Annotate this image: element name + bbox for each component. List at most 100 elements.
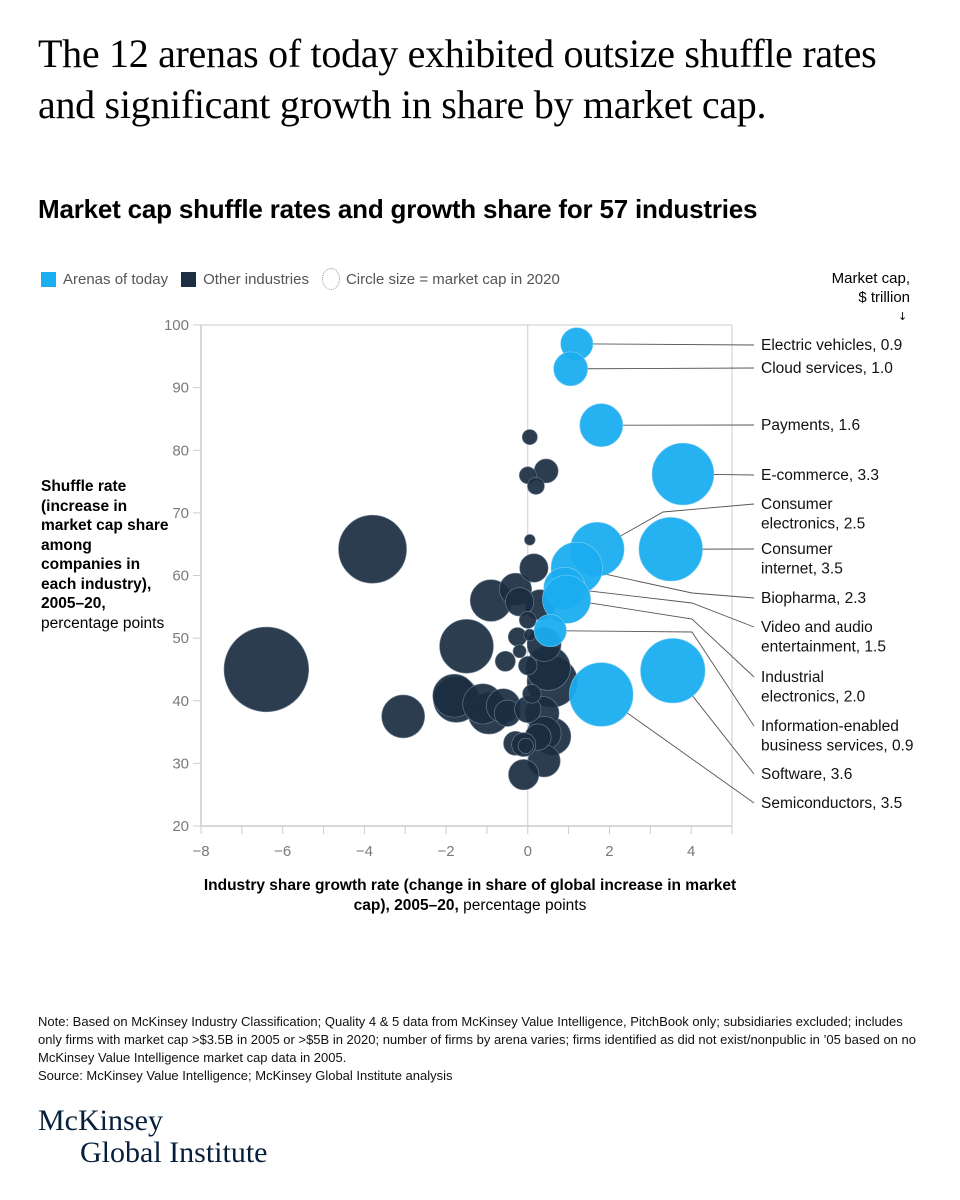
- bubble-other-industry: [439, 619, 494, 674]
- bubble-arena: [640, 638, 706, 704]
- annotation-label-line: Industrial: [761, 669, 824, 686]
- bubble-other-industry: [512, 644, 527, 659]
- legend-swatch-others: [181, 271, 197, 287]
- annotation-label-line: Consumer: [761, 541, 833, 558]
- mckinsey-logo: McKinsey Global Institute: [38, 1105, 267, 1169]
- annotation-label: Consumer electronics, 2.5: [761, 496, 865, 533]
- leader-line: [601, 572, 755, 599]
- annotation-label-line: Software, 3.6: [761, 766, 852, 783]
- leader-line: [587, 367, 755, 370]
- annotation-label-line: Information-enabled: [761, 718, 899, 735]
- annotation-label: E-commerce, 3.3: [761, 467, 879, 484]
- annotation-label-line: E-commerce, 3.3: [761, 467, 879, 484]
- axes: 20 30 40 50 60 70 80 90 100 −8 −6 −4 −2 0 2 4: [164, 317, 733, 860]
- legend-label-others: Other industries: [203, 270, 309, 288]
- legend-item-size: Circle size = market cap in 2020: [321, 268, 560, 290]
- bubble-arena: [542, 574, 591, 624]
- y-tick-label: 100: [164, 317, 189, 334]
- x-tick-label: 0: [524, 843, 532, 860]
- y-tick-label: 90: [172, 380, 189, 397]
- bubble-other-industry: [381, 694, 425, 739]
- dotted-circle-icon: [321, 268, 340, 290]
- x-tick-label: −8: [192, 843, 209, 860]
- annotation-label-line: Cloud services, 1.0: [761, 360, 893, 377]
- legend-item-others: Other industries: [181, 271, 309, 288]
- annotation-label-line: Semiconductors, 3.5: [761, 795, 902, 812]
- y-axis-label-bold: Shuffle rate (increase in market cap sha…: [41, 478, 169, 612]
- x-axis-label-bold: Industry share growth rate (change in sh…: [203, 877, 737, 914]
- x-axis-label-unit: percentage points: [463, 896, 587, 914]
- annotation-label-line: internet, 3.5: [761, 561, 843, 578]
- bubble-arena: [579, 403, 624, 448]
- legend-swatch-arenas: [41, 271, 56, 287]
- annotation-label: Payments, 1.6: [761, 417, 860, 434]
- bubble-arena: [651, 442, 715, 506]
- leader-line: [626, 712, 755, 804]
- bubble-other-industry: [494, 650, 516, 672]
- annotation-label: Software, 3.6: [761, 766, 852, 783]
- annotation-label: Video and audio entertainment, 1.5: [761, 619, 886, 656]
- y-tick-label: 30: [172, 755, 189, 772]
- annotation-labels: Electric vehicles, 0.9 Cloud services, 1.…: [761, 337, 914, 812]
- legend-label-arenas: Arenas of today: [63, 270, 169, 288]
- y-tick-label: 70: [172, 505, 189, 522]
- leader-line: [566, 630, 755, 727]
- arrow-down-icon: ↓: [898, 310, 908, 323]
- bubble-arena: [638, 517, 703, 582]
- leader-line: [691, 695, 755, 775]
- bubble-other-industry: [505, 587, 535, 617]
- logo-line1: McKinsey: [38, 1104, 163, 1137]
- y-tick-label: 60: [172, 568, 189, 585]
- x-tick-label: −2: [438, 843, 455, 860]
- bubble-chart: 20 30 40 50 60 70 80 90 100 −8 −6 −4 −2 0 2 4 Electric …: [164, 317, 914, 860]
- annotation-label: Information-enabled business services, 0.…: [761, 718, 914, 755]
- annotation-label-line: Consumer: [761, 496, 833, 513]
- x-tick-label: −6: [274, 843, 291, 860]
- annotation-label: Semiconductors, 3.5: [761, 795, 902, 812]
- bubble-other-industry: [518, 656, 538, 676]
- bubble-other-industry: [518, 611, 537, 629]
- y-tick-label: 20: [172, 818, 189, 835]
- bubble-arena: [553, 351, 588, 387]
- legend-item-arenas: Arenas of today: [41, 271, 168, 288]
- bubble-other-industry: [517, 737, 534, 754]
- market-cap-header-line1: Market cap,: [831, 270, 910, 287]
- leader-line: [592, 343, 755, 346]
- annotation-label: Industrial electronics, 2.0: [761, 669, 866, 706]
- bubbles-other-industries: [223, 429, 578, 791]
- y-axis-label-unit: percentage points: [41, 614, 165, 632]
- bubble-other-industry: [508, 759, 540, 791]
- bubble-other-industry: [519, 553, 549, 583]
- y-tick-label: 80: [172, 442, 189, 459]
- bubble-arena: [569, 662, 634, 727]
- logo-line2: Global Institute: [80, 1136, 268, 1169]
- bubble-other-industry: [521, 429, 538, 446]
- annotation-label: Consumer internet, 3.5: [761, 541, 843, 578]
- chart-title: Market cap shuffle rates and growth shar…: [38, 194, 758, 224]
- bubble-other-industry: [524, 534, 536, 546]
- market-cap-header: Market cap, $ trillion: [832, 269, 910, 307]
- y-tick-label: 50: [172, 630, 189, 647]
- footnote: Note: Based on McKinsey Industry Classif…: [38, 1013, 928, 1085]
- y-tick-label: 40: [172, 693, 189, 710]
- headline: The 12 arenas of today exhibited outsize…: [38, 31, 877, 127]
- bubble-other-industry: [527, 477, 545, 495]
- annotation-label-line: electronics, 2.0: [761, 689, 866, 706]
- annotation-label-line: entertainment, 1.5: [761, 639, 886, 656]
- annotation-label-line: Biopharma, 2.3: [761, 590, 866, 607]
- leader-line: [584, 589, 755, 628]
- leader-line: [619, 503, 755, 537]
- annotation-label: Cloud services, 1.0: [761, 360, 893, 377]
- annotation-label-line: Electric vehicles, 0.9: [761, 337, 902, 354]
- bubble-arena: [533, 614, 567, 648]
- x-tick-label: 2: [605, 843, 613, 860]
- note-text: Note: Based on McKinsey Industry Classif…: [38, 1014, 916, 1065]
- annotation-label: Electric vehicles, 0.9: [761, 337, 902, 354]
- bubble-other-industry: [338, 514, 407, 584]
- x-axis-label: Industry share growth rate (change in sh…: [200, 876, 740, 915]
- leader-line: [589, 602, 755, 678]
- bubble-other-industry: [522, 684, 542, 704]
- annotation-label: Biopharma, 2.3: [761, 590, 866, 607]
- annotation-label-line: Video and audio: [761, 619, 873, 636]
- bubble-other-industry: [223, 626, 309, 713]
